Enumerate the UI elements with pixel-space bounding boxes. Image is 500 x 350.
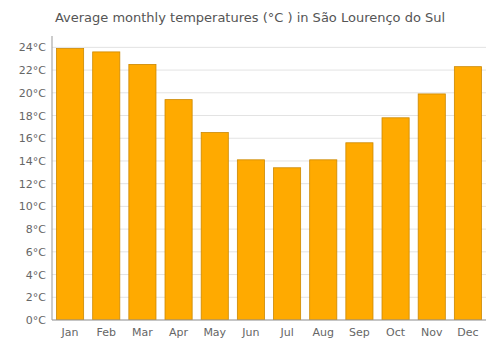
x-tick-label: Sep — [349, 326, 370, 339]
grid — [52, 47, 486, 320]
grid-line — [52, 320, 486, 321]
bar — [454, 67, 481, 320]
x-tick-label: Jan — [61, 326, 79, 339]
bar — [129, 64, 156, 320]
bar — [237, 160, 264, 320]
bar — [310, 160, 337, 320]
bar — [346, 143, 373, 320]
bar — [93, 52, 120, 320]
x-tick-label: May — [203, 326, 226, 339]
bar — [418, 94, 445, 320]
title: Average monthly temperatures (°C ) in Sã… — [55, 10, 445, 25]
y-tick-label: 2°C — [26, 291, 46, 304]
y-axis: 0°C 2°C 4°C 6°C 8°C 10°C 12°C 14°C 16°C 18°C 20°C 2… — [19, 41, 46, 327]
y-tick-label: 12°C — [19, 178, 46, 191]
x-tick-label: Jul — [279, 326, 293, 339]
x-axis: Jan Feb Mar Apr May Jun Jul Aug Sep Oct Nov Dec — [61, 326, 479, 339]
y-tick-label: 24°C — [19, 41, 46, 54]
y-tick-label: 16°C — [19, 132, 46, 145]
x-tick-label: Mar — [132, 326, 153, 339]
y-tick-label: 0°C — [26, 314, 46, 327]
x-tick-label: Dec — [457, 326, 478, 339]
x-tick-label: Jun — [241, 326, 259, 339]
chart-container: 0°C 2°C 4°C 6°C 8°C 10°C 12°C 14°C 16°C 18°C 20°C 2… — [0, 0, 500, 350]
y-tick-label: 22°C — [19, 64, 46, 77]
bar — [165, 100, 192, 320]
y-tick-label: 10°C — [19, 200, 46, 213]
y-tick-label: 8°C — [26, 223, 46, 236]
x-tick-label: Feb — [97, 326, 116, 339]
bar — [382, 118, 409, 320]
x-tick-label: Nov — [421, 326, 443, 339]
x-tick-label: Aug — [313, 326, 334, 339]
grid-line — [52, 47, 486, 48]
y-tick-label: 14°C — [19, 155, 46, 168]
y-axis-line — [52, 36, 53, 320]
bar — [274, 168, 301, 320]
y-tick-label: 6°C — [26, 246, 46, 259]
bars — [57, 48, 482, 320]
y-tick-label: 18°C — [19, 110, 46, 123]
x-tick-label: Apr — [169, 326, 189, 339]
x-tick-label: Oct — [386, 326, 406, 339]
x-axis-line — [52, 320, 486, 321]
y-tick-label: 4°C — [26, 269, 46, 282]
y-tick-label: 20°C — [19, 87, 46, 100]
bar — [57, 48, 84, 320]
chart: 0°C 2°C 4°C 6°C 8°C 10°C 12°C 14°C 16°C 18°C 20°C 2… — [0, 0, 500, 350]
bar — [201, 133, 228, 320]
